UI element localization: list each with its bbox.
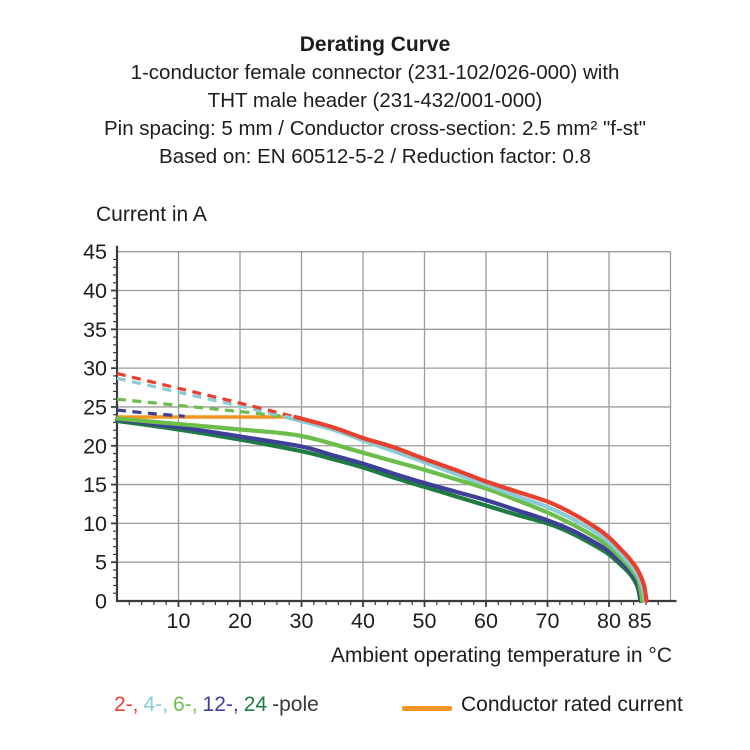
derating-curves-dashed xyxy=(116,372,296,419)
x-tick-label-80: 80 xyxy=(597,609,621,633)
chart-subtitle-line-2: THT male header (231-432/001-000) xyxy=(207,89,543,112)
y-tick-label-40: 40 xyxy=(83,279,107,303)
axis-lines xyxy=(115,245,677,603)
axis-ticks xyxy=(111,258,659,607)
curve-6-pole xyxy=(114,416,645,604)
curve-24-pole xyxy=(114,418,643,604)
x-tick-label-70: 70 xyxy=(536,609,560,633)
y-tick-label-15: 15 xyxy=(83,473,107,497)
curve-2-pole-dashed xyxy=(116,372,296,419)
rated-current-legend-label: Conductor rated current xyxy=(461,693,683,716)
curve-6-pole-dashed xyxy=(116,397,284,418)
tick-labels: 0 5 10 15 20 25 30 35 40 45 10 20 30 40 50 60 70 80 85 xyxy=(83,240,652,633)
chart-header: Derating Curve 1-conductor female connec… xyxy=(0,31,750,171)
x-tick-label-20: 20 xyxy=(228,609,252,633)
y-tick-label-0: 0 xyxy=(95,590,107,614)
chart-title: Derating Curve xyxy=(299,33,451,56)
y-tick-label-30: 30 xyxy=(83,357,107,381)
curve-12-pole-dashed xyxy=(116,408,185,418)
chart-subtitle-line-3: Pin spacing: 5 mm / Conductor cross-sect… xyxy=(103,117,647,140)
legend-pole-12: 12-, xyxy=(202,693,239,716)
chart-subtitle-line-4: Based on: EN 60512-5-2 / Reduction facto… xyxy=(159,145,591,168)
x-tick-label-50: 50 xyxy=(413,609,437,633)
x-tick-label-30: 30 xyxy=(290,609,314,633)
y-tick-label-20: 20 xyxy=(83,434,107,458)
chart-subtitle-line-1: 1-conductor female connector (231-102/02… xyxy=(130,61,620,84)
legend-pole-6: 6-, xyxy=(173,693,198,716)
x-tick-label-60: 60 xyxy=(474,609,498,633)
curve-12-pole xyxy=(114,417,644,604)
curve-4-pole-dashed xyxy=(116,376,287,419)
y-tick-label-25: 25 xyxy=(83,395,107,419)
y-tick-label-35: 35 xyxy=(83,318,107,342)
curve-2-pole xyxy=(293,414,649,604)
x-tick-label-85: 85 xyxy=(628,609,652,633)
legend: 2-, 4-, 6-, 12-, 24 -pole Conductor rated cur… xyxy=(0,693,750,727)
x-axis-title: Ambient operating temperature in °C xyxy=(330,644,672,667)
y-tick-label-45: 45 xyxy=(83,240,107,264)
rated-current-legend-line xyxy=(402,706,452,711)
curve-4-pole xyxy=(284,414,648,604)
x-tick-label-40: 40 xyxy=(351,609,375,633)
pole-count-legend: 2-, 4-, 6-, 12-, 24 -pole xyxy=(114,693,319,717)
legend-pole-24: 24 xyxy=(243,693,268,716)
legend-pole-4: 4-, xyxy=(143,693,169,716)
legend-pole-2: 2-, xyxy=(114,693,139,716)
y-tick-label-5: 5 xyxy=(95,551,107,575)
y-axis-title: Current in A xyxy=(96,203,207,226)
derating-curves-solid xyxy=(114,414,649,604)
y-tick-label-10: 10 xyxy=(83,512,107,536)
legend-pole-suffix: -pole xyxy=(272,693,319,716)
grid-lines xyxy=(117,251,672,601)
x-tick-label-10: 10 xyxy=(167,609,191,633)
